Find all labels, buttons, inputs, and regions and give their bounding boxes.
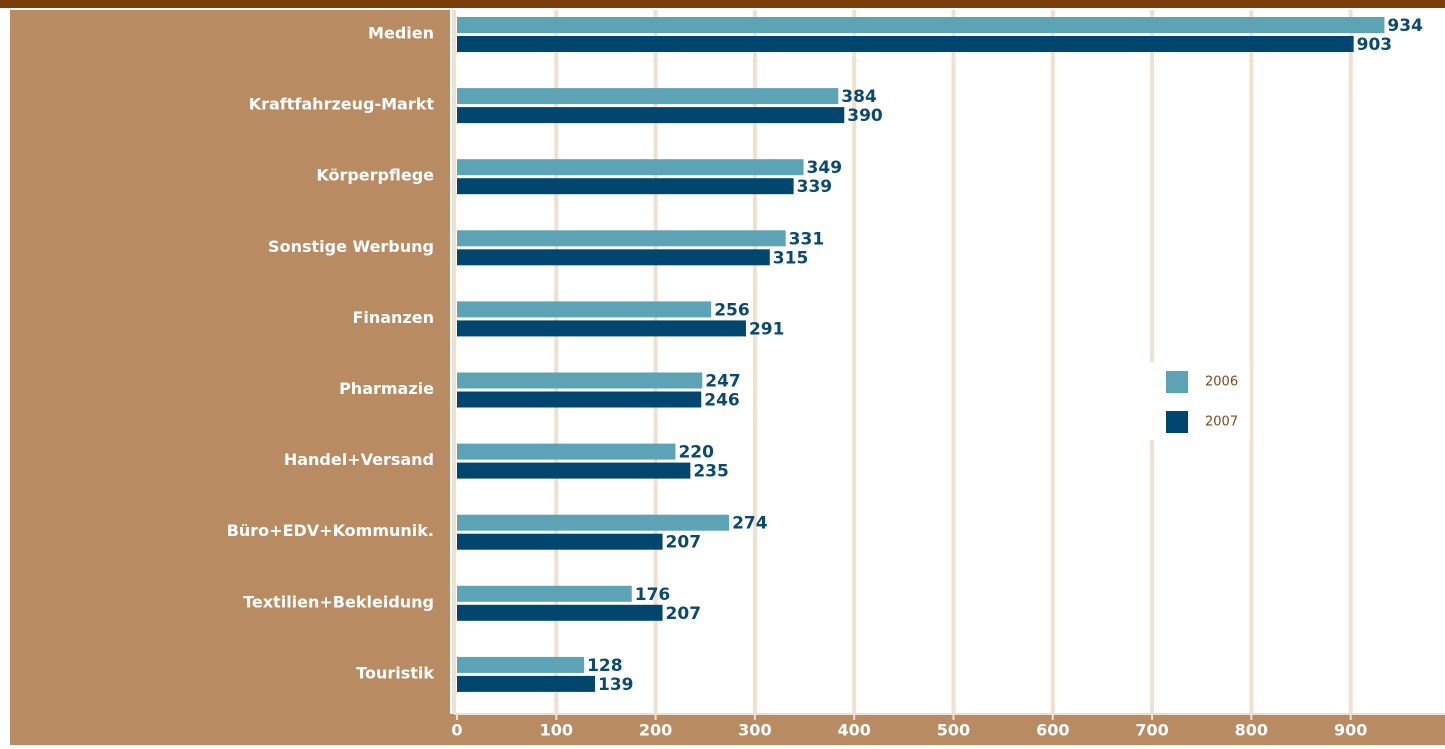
x-tick-label: 800 (1235, 721, 1268, 740)
bar (457, 159, 804, 176)
category-label: Pharmazie (339, 379, 434, 398)
category-label: Touristik (356, 663, 434, 682)
bar (457, 604, 663, 621)
value-label: 934 (1387, 16, 1423, 36)
bar (457, 301, 712, 318)
value-label: 339 (797, 177, 833, 197)
x-tick-label: 300 (738, 721, 771, 740)
value-label: 256 (714, 300, 750, 320)
bar (457, 178, 794, 195)
value-label: 274 (732, 514, 768, 534)
value-label: 291 (749, 319, 785, 339)
value-label: 315 (773, 248, 809, 268)
x-tick-label: 400 (837, 721, 870, 740)
bar (457, 107, 845, 124)
value-label: 207 (666, 604, 702, 624)
bar (457, 17, 1385, 33)
category-label: Finanzen (352, 308, 434, 327)
legend-label: 2007 (1205, 415, 1238, 430)
category-panel (10, 10, 450, 716)
value-label: 246 (704, 391, 740, 411)
bar (457, 88, 839, 105)
bar (457, 675, 596, 692)
bar (457, 249, 770, 266)
value-label: 176 (635, 585, 671, 605)
value-label: 139 (598, 675, 634, 695)
bar (457, 443, 676, 460)
x-tick-label: 900 (1334, 721, 1367, 740)
value-label: 220 (678, 443, 714, 463)
x-tick-label: 0 (451, 721, 462, 740)
bar (457, 372, 703, 389)
value-label: 903 (1357, 35, 1393, 55)
axis-panel (10, 714, 1445, 745)
value-label: 349 (807, 158, 843, 178)
category-label: Körperpflege (316, 166, 434, 185)
x-tick-label: 100 (540, 721, 573, 740)
bar (457, 391, 702, 408)
bar (457, 533, 663, 550)
category-label: Textilien+Bekleidung (243, 592, 434, 611)
value-label: 331 (789, 229, 825, 249)
bar (457, 320, 746, 337)
bar (457, 462, 691, 479)
value-label: 128 (587, 656, 623, 676)
x-tick-label: 500 (937, 721, 970, 740)
bar (457, 656, 585, 673)
bar (457, 585, 632, 602)
legend-label: 2006 (1205, 375, 1238, 390)
value-label: 247 (705, 372, 741, 392)
top-strip (0, 0, 1445, 8)
category-label: Medien (368, 24, 434, 43)
category-label: Kraftfahrzeug-Markt (249, 95, 435, 114)
legend-swatch (1166, 371, 1188, 393)
legend-swatch (1166, 411, 1188, 433)
x-tick-label: 700 (1135, 721, 1168, 740)
x-tick-label: 600 (1036, 721, 1069, 740)
category-label: Handel+Versand (284, 450, 434, 469)
bar (457, 36, 1354, 52)
value-label: 390 (847, 106, 883, 126)
x-tick-label: 200 (639, 721, 672, 740)
category-label: Sonstige Werbung (268, 237, 434, 256)
value-label: 235 (693, 462, 729, 482)
value-label: 384 (841, 87, 877, 107)
value-label: 207 (666, 533, 702, 553)
bar (457, 514, 730, 531)
bar (457, 230, 786, 247)
category-label: Büro+EDV+Kommunik. (227, 521, 434, 540)
